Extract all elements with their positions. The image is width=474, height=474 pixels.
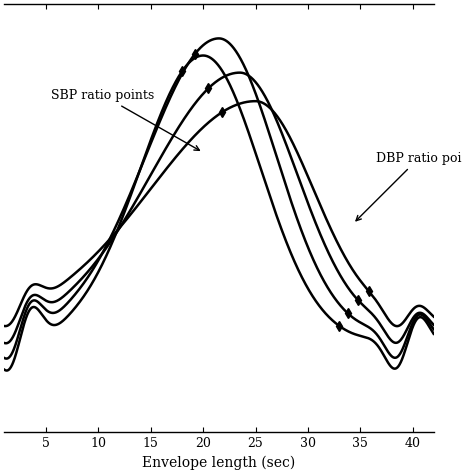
Text: DBP ratio poi: DBP ratio poi: [356, 152, 462, 221]
X-axis label: Envelope length (sec): Envelope length (sec): [142, 456, 295, 470]
Text: SBP ratio points: SBP ratio points: [51, 89, 200, 150]
